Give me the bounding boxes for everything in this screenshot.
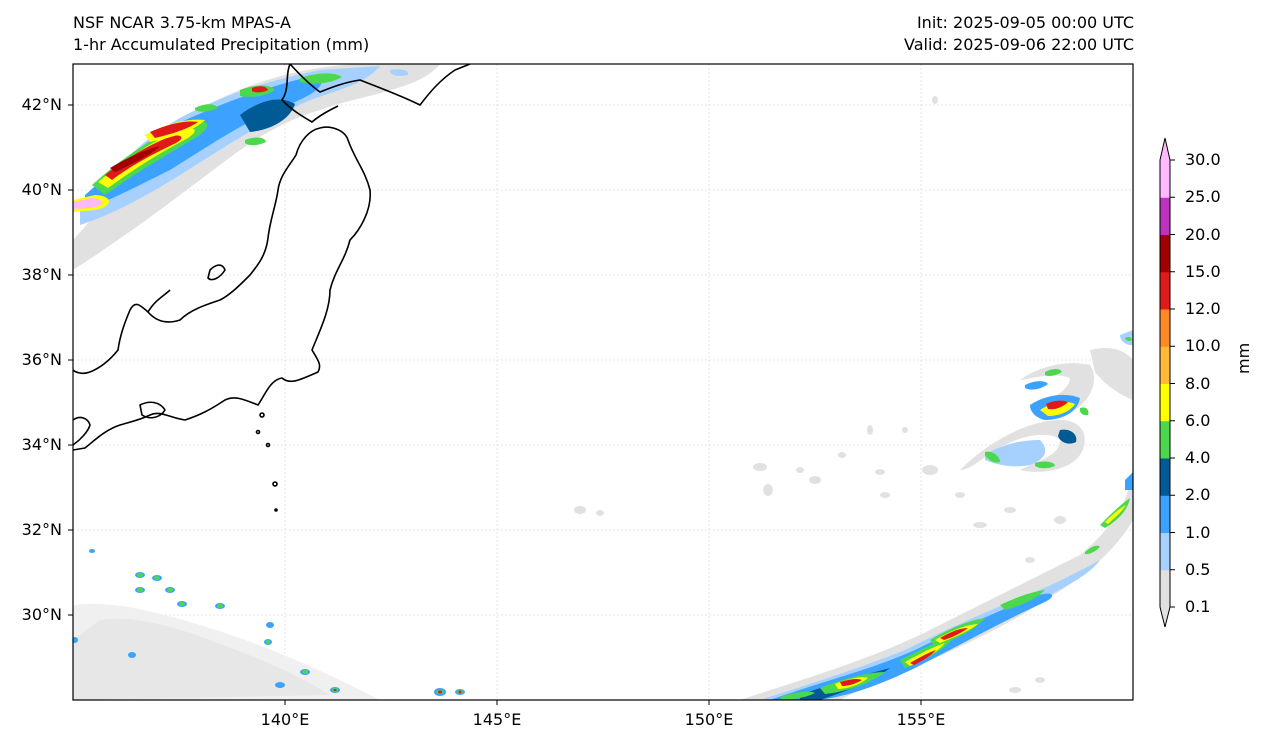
precip-southwest-cells: [73, 549, 465, 700]
colorbar-extend-high: [1160, 138, 1170, 160]
colorbar-tick-label: 12.0: [1185, 299, 1221, 318]
colorbar-segment: [1160, 197, 1170, 235]
lat-label-40: 40°N: [21, 180, 62, 199]
variable-title: 1-hr Accumulated Precipitation (mm): [73, 35, 370, 54]
colorbar-segment: [1160, 234, 1170, 273]
lat-label-36: 36°N: [21, 350, 62, 369]
map-area: [73, 64, 1133, 700]
colorbar-tick-label: 30.0: [1185, 150, 1221, 169]
lat-label-34: 34°N: [21, 435, 62, 454]
colorbar-units: mm: [1234, 342, 1253, 374]
lon-label-155: 155°E: [896, 710, 946, 729]
colorbar-tick-label: 0.5: [1185, 559, 1211, 579]
lat-label-42: 42°N: [21, 95, 62, 114]
colorbar-tick-label: 2.0: [1185, 485, 1211, 505]
colorbar-tick-label: 20.0: [1185, 224, 1221, 244]
colorbar-tick-label: 1.0: [1185, 522, 1211, 542]
colorbar-segment: [1160, 346, 1170, 384]
colorbar-extend-low: [1160, 607, 1170, 627]
precip-cyclone: [960, 330, 1133, 472]
precip-scattered: [574, 96, 1066, 693]
colorbar-segment: [1160, 420, 1170, 459]
valid-time: Valid: 2025-09-06 22:00 UTC: [903, 35, 1134, 54]
lon-label-140: 140°E: [260, 710, 310, 729]
colorbar-segment: [1160, 495, 1170, 533]
precip-band-southeast: [740, 460, 1133, 700]
colorbar-segment: [1160, 383, 1170, 422]
colorbar: [1159, 137, 1175, 628]
colorbar-segment: [1160, 309, 1170, 347]
colorbar-tick-label: 4.0: [1185, 448, 1211, 467]
lat-label-30: 30°N: [21, 605, 62, 624]
lon-label-150: 150°E: [684, 710, 734, 729]
lat-label-38: 38°N: [21, 265, 62, 284]
colorbar-segment: [1160, 532, 1170, 571]
colorbar-segment: [1160, 458, 1170, 496]
colorbar-segment: [1160, 569, 1170, 608]
colorbar-tick-label: 6.0: [1185, 410, 1211, 430]
colorbar-segment: [1160, 271, 1170, 310]
colorbar-tick-label: 8.0: [1185, 373, 1211, 393]
colorbar-segment: [1160, 160, 1170, 198]
colorbar-tick-label: 10.0: [1185, 336, 1221, 356]
lat-label-32: 32°N: [21, 520, 62, 539]
axis-ticks: [68, 104, 922, 705]
model-title: NSF NCAR 3.75-km MPAS-A: [73, 13, 291, 32]
init-time: Init: 2025-09-05 00:00 UTC: [916, 13, 1134, 32]
colorbar-tick-label: 0.1: [1185, 597, 1211, 616]
map-frame: [72, 63, 1134, 701]
precip-band-northwest: [73, 64, 440, 270]
colorbar-tick-label: 15.0: [1185, 261, 1221, 281]
colorbar-tick-label: 25.0: [1185, 187, 1221, 207]
lon-label-145: 145°E: [472, 710, 522, 729]
coastlines: [73, 64, 471, 512]
